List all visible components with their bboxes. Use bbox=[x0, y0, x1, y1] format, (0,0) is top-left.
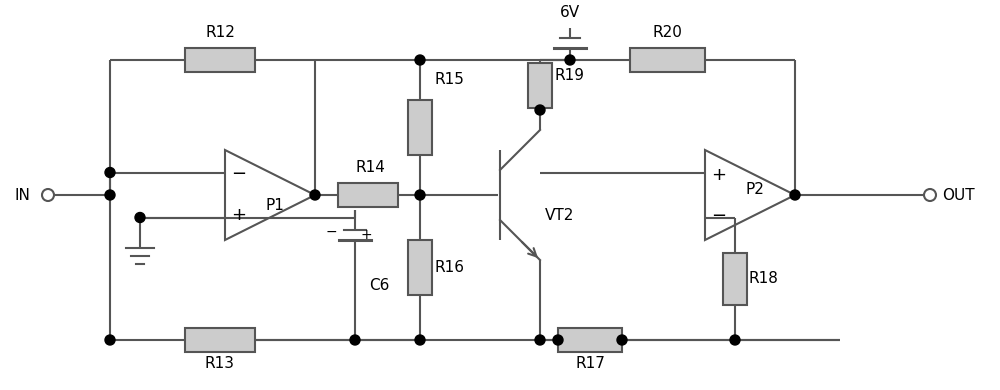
Circle shape bbox=[790, 190, 800, 200]
Bar bbox=[558, 328, 622, 352]
Text: R18: R18 bbox=[749, 271, 779, 286]
Bar bbox=[185, 328, 255, 352]
Text: +: + bbox=[360, 228, 372, 242]
Text: R19: R19 bbox=[554, 67, 584, 83]
Text: R13: R13 bbox=[205, 356, 235, 371]
Bar bbox=[408, 240, 432, 295]
Text: IN: IN bbox=[14, 188, 30, 202]
Polygon shape bbox=[705, 150, 795, 240]
Text: R17: R17 bbox=[575, 356, 605, 371]
Circle shape bbox=[310, 190, 320, 200]
Text: VT2: VT2 bbox=[545, 207, 574, 223]
Bar bbox=[630, 48, 705, 72]
Text: +: + bbox=[232, 206, 246, 225]
Polygon shape bbox=[225, 150, 315, 240]
Text: +: + bbox=[712, 165, 726, 184]
Circle shape bbox=[415, 335, 425, 345]
Circle shape bbox=[135, 213, 145, 223]
Bar bbox=[528, 62, 552, 108]
Circle shape bbox=[730, 335, 740, 345]
Bar bbox=[408, 100, 432, 155]
Bar bbox=[723, 253, 747, 305]
Circle shape bbox=[617, 335, 627, 345]
Text: 6V: 6V bbox=[560, 5, 580, 20]
Circle shape bbox=[105, 190, 115, 200]
Circle shape bbox=[415, 55, 425, 65]
Circle shape bbox=[415, 190, 425, 200]
Text: R20: R20 bbox=[653, 25, 682, 40]
Text: OUT: OUT bbox=[942, 188, 975, 202]
Circle shape bbox=[105, 167, 115, 177]
Text: R15: R15 bbox=[434, 72, 464, 87]
Text: −: − bbox=[325, 225, 337, 239]
Circle shape bbox=[535, 105, 545, 115]
Circle shape bbox=[42, 189, 54, 201]
Text: −: − bbox=[231, 165, 247, 184]
Text: R12: R12 bbox=[205, 25, 235, 40]
Circle shape bbox=[535, 335, 545, 345]
Circle shape bbox=[553, 335, 563, 345]
Text: R14: R14 bbox=[355, 160, 385, 175]
Bar bbox=[185, 48, 255, 72]
Circle shape bbox=[924, 189, 936, 201]
Text: P2: P2 bbox=[746, 183, 764, 197]
Circle shape bbox=[350, 335, 360, 345]
Text: R16: R16 bbox=[434, 260, 464, 275]
Text: C6: C6 bbox=[369, 278, 389, 292]
Bar bbox=[338, 183, 398, 207]
Text: P1: P1 bbox=[266, 197, 284, 213]
Circle shape bbox=[105, 335, 115, 345]
Text: −: − bbox=[711, 206, 727, 225]
Circle shape bbox=[565, 55, 575, 65]
